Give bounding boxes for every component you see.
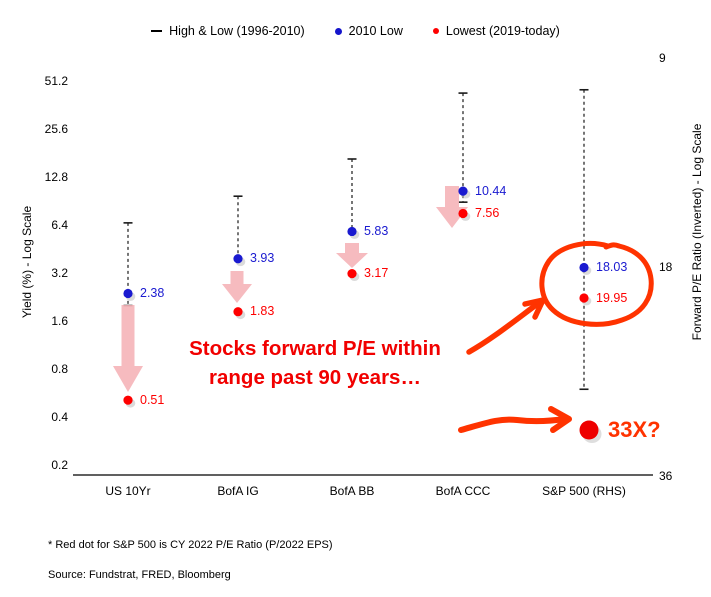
- footnote-source: Source: Fundstrat, FRED, Bloomberg: [48, 569, 231, 581]
- value-label: 7.56: [475, 205, 500, 220]
- left-tick-label: 12.8: [44, 170, 68, 184]
- legend-item-high-low: High & Low (1996-2010): [151, 24, 305, 38]
- red-dot: [123, 395, 133, 405]
- legend-label: Lowest (2019-today): [445, 24, 560, 38]
- value-label: 10.44: [475, 183, 507, 198]
- red-dot-icon: [432, 28, 439, 34]
- right-tick-label: 36: [659, 469, 673, 483]
- value-label: 0.51: [140, 392, 165, 407]
- value-label: 3.17: [364, 266, 389, 281]
- category-label: BofA IG: [217, 484, 259, 498]
- red-dot: [579, 293, 589, 303]
- right-tick-label: 9: [659, 51, 666, 65]
- left-tick-label: 1.6: [51, 314, 68, 328]
- left-tick-label: 0.2: [51, 458, 68, 472]
- blue-dot: [458, 186, 468, 196]
- decline-arrow-icon: [336, 243, 368, 268]
- category-label: BofA BB: [329, 484, 375, 498]
- value-label: 1.83: [250, 304, 275, 319]
- left-tick-label: 25.6: [44, 122, 68, 136]
- value-label: 3.93: [250, 251, 275, 266]
- red-dot: [458, 208, 468, 219]
- blue-dot-icon: [334, 27, 342, 35]
- category-label: BofA CCC: [435, 484, 491, 498]
- left-tick-label: 6.4: [51, 218, 68, 232]
- legend-item-2010-low: 2010 Low: [334, 24, 403, 38]
- left-tick-label: 3.2: [51, 266, 68, 280]
- blue-dot: [579, 262, 589, 273]
- left-tick-label: 51.2: [44, 74, 68, 88]
- decline-arrow-icon: [222, 271, 252, 303]
- category-label: S&P 500 (RHS): [542, 484, 626, 498]
- blue-dot: [123, 288, 133, 299]
- blue-dot: [233, 254, 243, 264]
- left-tick-label: 0.4: [51, 410, 68, 424]
- legend-item-lowest: Lowest (2019-today): [432, 24, 560, 38]
- value-label: 5.83: [364, 223, 389, 238]
- decline-arrow-icon: [436, 186, 468, 228]
- footnote-red-dot: * Red dot for S&P 500 is CY 2022 P/E Rat…: [48, 539, 333, 551]
- legend-label: High & Low (1996-2010): [169, 24, 305, 38]
- red-dot: [347, 269, 357, 279]
- value-label: 19.95: [596, 290, 628, 305]
- legend: High & Low (1996-2010) 2010 Low Lowest (…: [0, 24, 711, 38]
- big-dot-label: 33X?: [608, 417, 661, 442]
- left-tick-label: 0.8: [51, 362, 68, 376]
- value-label: 2.38: [140, 286, 165, 300]
- callout-text: Stocks forward P/E within range past 90 …: [189, 337, 441, 389]
- blue-dot: [347, 226, 357, 237]
- legend-label: 2010 Low: [348, 24, 403, 38]
- value-label: 18.03: [596, 260, 628, 274]
- red-dot: [233, 307, 243, 317]
- right-tick-label: 18: [659, 260, 673, 274]
- dash-marker-icon: [151, 30, 163, 32]
- category-label: US 10Yr: [105, 484, 151, 498]
- decline-arrow-icon: [113, 305, 143, 392]
